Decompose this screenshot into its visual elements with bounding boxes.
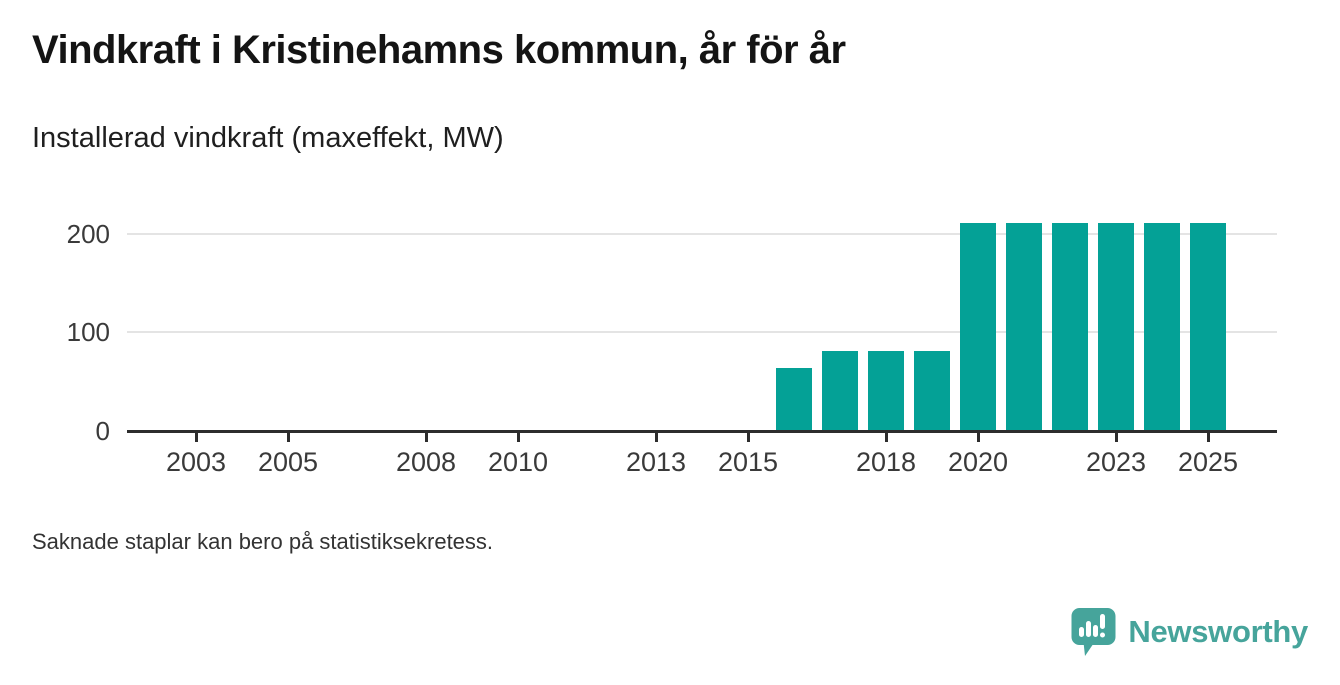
- x-axis-label-2008: 2008: [395, 447, 457, 477]
- bar-2024: [1144, 222, 1180, 431]
- y-axis-label-200: 200: [66, 218, 110, 249]
- gridline-100: [127, 331, 1277, 334]
- bar-2021: [1006, 222, 1042, 431]
- x-axis-label-2003: 2003: [165, 447, 227, 477]
- x-axis-label-2023: 2023: [1085, 447, 1147, 477]
- bar-2025: [1190, 222, 1226, 431]
- x-axis-label-2025: 2025: [1177, 447, 1239, 477]
- x-axis-label-2013: 2013: [625, 447, 687, 477]
- x-tick-2023: [1114, 433, 1118, 442]
- bar-2016: [776, 367, 812, 431]
- x-tick-2025: [1206, 433, 1210, 442]
- x-tick-2020: [976, 433, 980, 442]
- x-axis-label-2020: 2020: [947, 447, 1009, 477]
- x-tick-2008: [424, 433, 428, 442]
- newsworthy-logo: Newsworthy: [1069, 606, 1308, 658]
- y-axis-label-0: 0: [95, 416, 110, 446]
- x-axis-label-2010: 2010: [487, 447, 549, 477]
- x-axis-label-2018: 2018: [855, 447, 917, 477]
- bar-2018: [868, 351, 904, 431]
- x-axis-label-2015: 2015: [717, 447, 779, 477]
- bar-2022: [1052, 222, 1088, 431]
- bar-2020: [960, 222, 996, 431]
- x-axis-line: [127, 430, 1277, 433]
- chart-subtitle: Installerad vindkraft (maxeffekt, MW): [32, 122, 504, 154]
- bar-2023: [1098, 222, 1134, 431]
- bar-2019: [914, 351, 950, 431]
- x-tick-2015: [746, 433, 750, 442]
- y-axis-label-100: 100: [66, 317, 110, 348]
- x-tick-2010: [516, 433, 520, 442]
- x-axis-label-2005: 2005: [257, 447, 319, 477]
- bar-2017: [822, 351, 858, 431]
- chart-title: Vindkraft i Kristinehamns kommun, år för…: [32, 28, 846, 72]
- x-tick-2003: [194, 433, 198, 442]
- newsworthy-logo-text: Newsworthy: [1128, 614, 1308, 649]
- chart-footnote: Saknade staplar kan bero på statistiksek…: [32, 529, 494, 554]
- x-tick-2013: [654, 433, 658, 442]
- newsworthy-logo-icon: [1069, 606, 1118, 658]
- x-tick-2018: [884, 433, 888, 442]
- gridline-200: [127, 232, 1277, 235]
- x-tick-2005: [286, 433, 290, 442]
